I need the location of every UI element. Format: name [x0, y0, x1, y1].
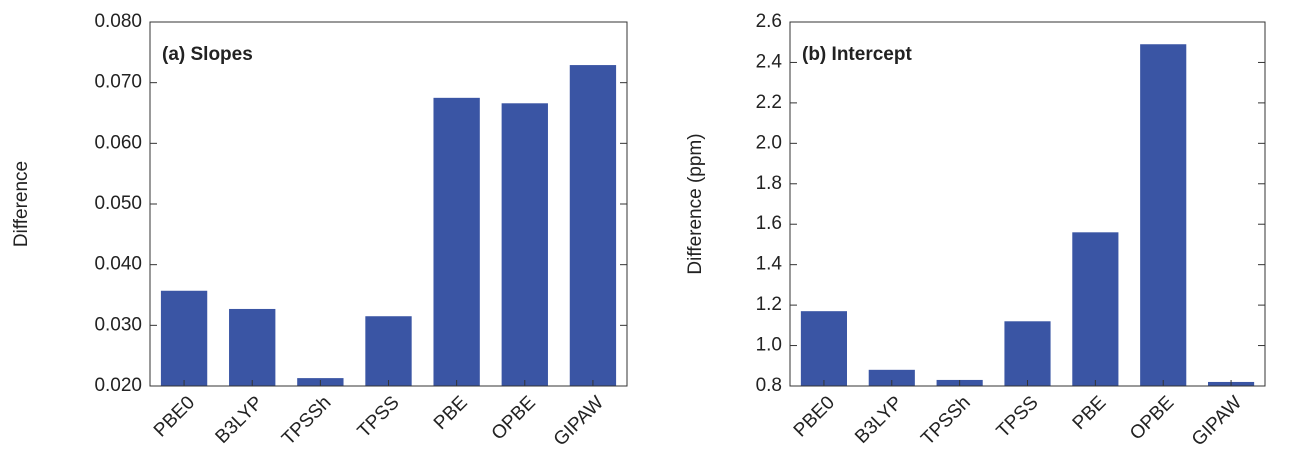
y-axis-label: Difference	[11, 161, 32, 247]
y-tick-label: 2.6	[756, 11, 782, 32]
bar	[229, 308, 276, 386]
x-tick-label: PBE	[1069, 392, 1111, 434]
bar	[1072, 232, 1119, 386]
x-tick-label: PBE0	[150, 392, 199, 441]
x-tick-label: TPSS	[354, 392, 404, 442]
bar	[1140, 44, 1187, 386]
y-tick-label: 1.8	[756, 173, 782, 194]
y-tick-label: 2.0	[756, 132, 782, 153]
plot-frame	[149, 21, 628, 387]
bar	[160, 290, 208, 386]
bar	[433, 97, 480, 386]
plot-frame	[789, 21, 1266, 387]
annotation: (a) Slopes	[162, 44, 253, 65]
x-tick-label: TPSS	[993, 392, 1043, 442]
x-tick-label: B3LYP	[212, 392, 268, 448]
y-axis-label: Difference (ppm)	[685, 133, 706, 274]
annotation: (b) Intercept	[802, 44, 912, 65]
x-tick-label: B3LYP	[851, 392, 907, 448]
y-tick-label: 0.060	[94, 132, 142, 153]
bar	[501, 103, 548, 386]
y-tick-label: 0.030	[94, 314, 142, 335]
y-tick-label: 1.0	[756, 335, 782, 356]
bar	[365, 316, 412, 386]
y-tick-label: 0.080	[94, 11, 142, 32]
bar	[868, 369, 915, 386]
x-tick-label: TPSSh	[917, 392, 974, 449]
y-tick-label: 2.2	[756, 92, 782, 113]
y-tick-label: 1.4	[756, 254, 783, 275]
y-tick-label: 2.4	[756, 51, 783, 72]
bar	[1004, 321, 1051, 386]
y-tick-label: 0.070	[94, 72, 142, 93]
x-tick-label: GIPAW	[1188, 392, 1246, 450]
y-tick-label: 1.2	[756, 294, 782, 315]
x-tick-label: OPBE	[488, 392, 540, 444]
x-tick-label: PBE0	[790, 392, 839, 441]
x-tick-label: OPBE	[1126, 392, 1178, 444]
bar	[800, 311, 847, 386]
bar	[569, 65, 617, 386]
y-tick-label: 0.8	[756, 375, 782, 396]
x-tick-label: PBE	[430, 392, 472, 434]
y-tick-label: 0.040	[94, 254, 142, 275]
y-tick-label: 0.020	[94, 375, 142, 396]
y-tick-label: 0.050	[94, 193, 142, 214]
y-tick-label: 1.6	[756, 213, 782, 234]
x-tick-label: TPSSh	[278, 392, 335, 449]
x-tick-label: GIPAW	[550, 392, 608, 450]
